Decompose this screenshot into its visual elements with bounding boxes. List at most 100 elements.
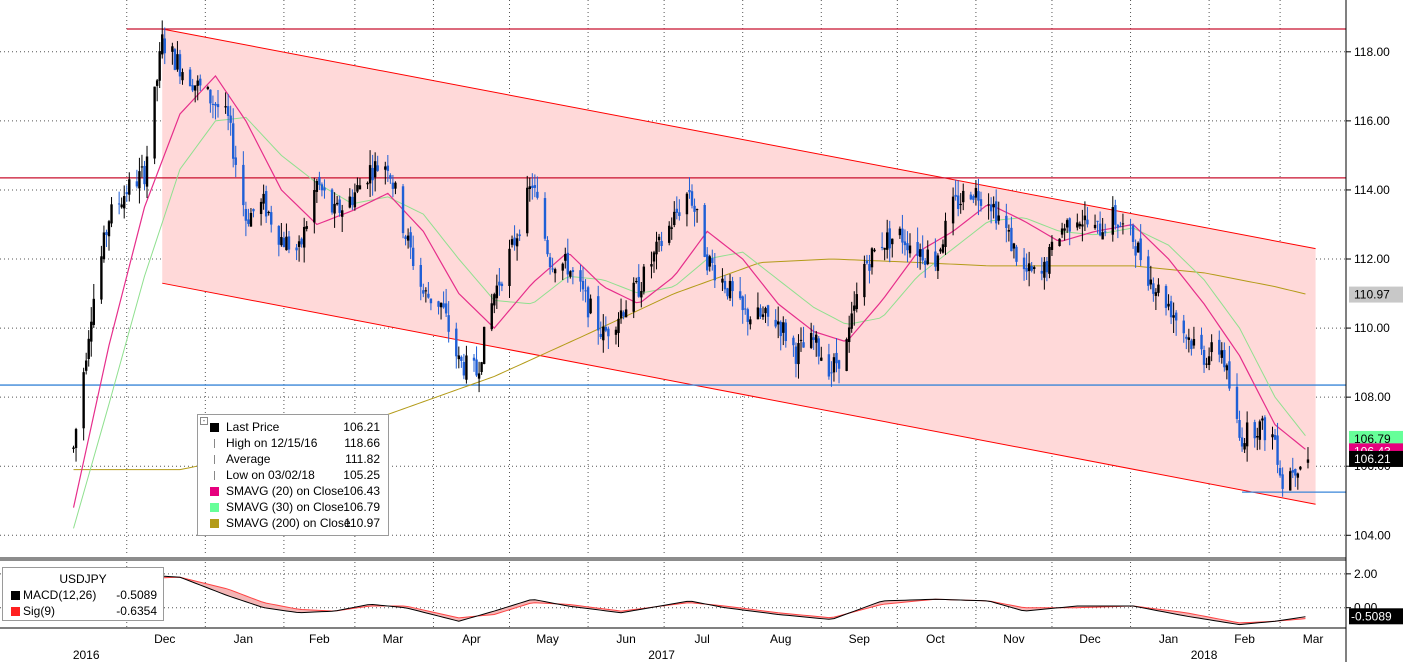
candle-body — [655, 241, 658, 255]
candle-body — [954, 194, 957, 197]
candle-body — [1022, 257, 1026, 270]
legend-row: SMAVG (20) on Close 106.43 — [198, 483, 388, 499]
candle-body — [1185, 336, 1188, 339]
candle-body — [1174, 312, 1178, 321]
candle-body — [422, 290, 425, 294]
candle-body — [622, 312, 625, 317]
candle-body — [376, 165, 379, 171]
candle-body — [1086, 219, 1089, 225]
candle-body — [1271, 434, 1274, 438]
candle-body — [1012, 243, 1016, 249]
candle-body — [579, 270, 582, 282]
candle-body — [1299, 466, 1302, 470]
price-label-text: 110.97 — [1354, 288, 1390, 302]
candle-body — [1172, 315, 1175, 318]
candle-body — [444, 303, 448, 314]
month-label: Mar — [383, 632, 404, 646]
candle-body — [267, 211, 270, 214]
candle-body — [389, 175, 392, 179]
candle-body — [888, 228, 891, 249]
candle-body — [153, 86, 156, 159]
candle-body — [820, 357, 823, 361]
candle-body — [515, 238, 519, 247]
price-label-text: 106.21 — [1354, 452, 1391, 466]
candle-body — [657, 236, 661, 241]
candle-body — [738, 291, 742, 299]
candle-body — [1164, 286, 1168, 308]
candle-body — [885, 232, 889, 250]
legend-value: 106.43 — [343, 484, 380, 498]
macd-legend-value: -0.6354 — [116, 604, 157, 618]
candle-body — [873, 249, 876, 252]
candle-body — [974, 187, 978, 198]
legend-row: SMAVG (30) on Close 106.79 — [198, 499, 388, 515]
candle-body — [1025, 267, 1028, 272]
candle-body — [1273, 434, 1277, 440]
macd-label-box — [1349, 608, 1403, 625]
horizontal-levels — [0, 28, 1346, 493]
candle-body — [728, 280, 732, 299]
candle-body — [1147, 256, 1150, 286]
candle-body — [571, 270, 575, 273]
candle-body — [746, 309, 749, 322]
candle-body — [1169, 301, 1173, 318]
candle-body — [110, 204, 113, 224]
candle-body — [297, 241, 301, 247]
macd-legend-row: Sig(9) -0.6354 — [3, 603, 163, 619]
candle-body — [216, 104, 220, 108]
candle-body — [941, 244, 945, 253]
candle-body — [703, 205, 706, 257]
candle-body — [688, 190, 691, 193]
candle-body — [373, 161, 377, 178]
month-label: Aug — [770, 632, 791, 646]
candle-body — [1192, 338, 1196, 346]
candle-body — [1218, 339, 1221, 355]
candle-body — [926, 249, 929, 265]
candle-body — [619, 310, 623, 319]
candle-body — [797, 343, 800, 365]
candle-body — [721, 278, 724, 283]
candle-body — [673, 211, 676, 226]
candle-body — [1223, 349, 1226, 368]
legend-row: High on 12/15/16 118.66 — [198, 435, 388, 451]
candle-body — [427, 293, 430, 298]
candle-body — [1101, 232, 1104, 240]
candle-body — [242, 164, 245, 206]
legend-label: High on 12/15/16 — [226, 436, 318, 450]
candle-body — [1050, 241, 1054, 250]
candle-body — [962, 190, 965, 203]
candle-body — [518, 234, 521, 237]
macd-legend[interactable]: USDJPY MACD(12,26) -0.5089 Sig(9) -0.6354 — [2, 567, 164, 621]
candle-body — [1078, 223, 1082, 227]
candle-body — [498, 281, 501, 286]
month-label: Feb — [1234, 632, 1255, 646]
candle-body — [883, 247, 886, 250]
price-tick-label: 104.00 — [1354, 528, 1391, 542]
candle-body — [784, 322, 788, 342]
candle-body — [1238, 419, 1241, 438]
candle-body — [837, 360, 841, 369]
collapse-icon[interactable]: - — [200, 417, 208, 425]
candle-body — [285, 236, 288, 251]
chart-legend[interactable]: - Last Price 106.21 High on 12/15/16 118.66… — [197, 414, 389, 536]
candle-body — [761, 314, 765, 317]
candle-body — [323, 187, 326, 191]
candles — [72, 20, 1310, 497]
candle-body — [1081, 224, 1084, 227]
candle-body — [586, 287, 590, 318]
candle-body — [244, 208, 248, 221]
candle-body — [956, 195, 960, 209]
candle-body — [82, 372, 85, 429]
candle-body — [1030, 266, 1033, 271]
candle-body — [944, 220, 947, 248]
candle-body — [74, 429, 78, 448]
candle-body — [1291, 470, 1294, 473]
candle-body — [102, 232, 106, 260]
candle-body — [880, 246, 884, 248]
candle-body — [531, 185, 534, 188]
candle-body — [475, 359, 478, 376]
candle-body — [1119, 225, 1122, 227]
candle-body — [1225, 365, 1229, 371]
candle-body — [439, 302, 443, 308]
